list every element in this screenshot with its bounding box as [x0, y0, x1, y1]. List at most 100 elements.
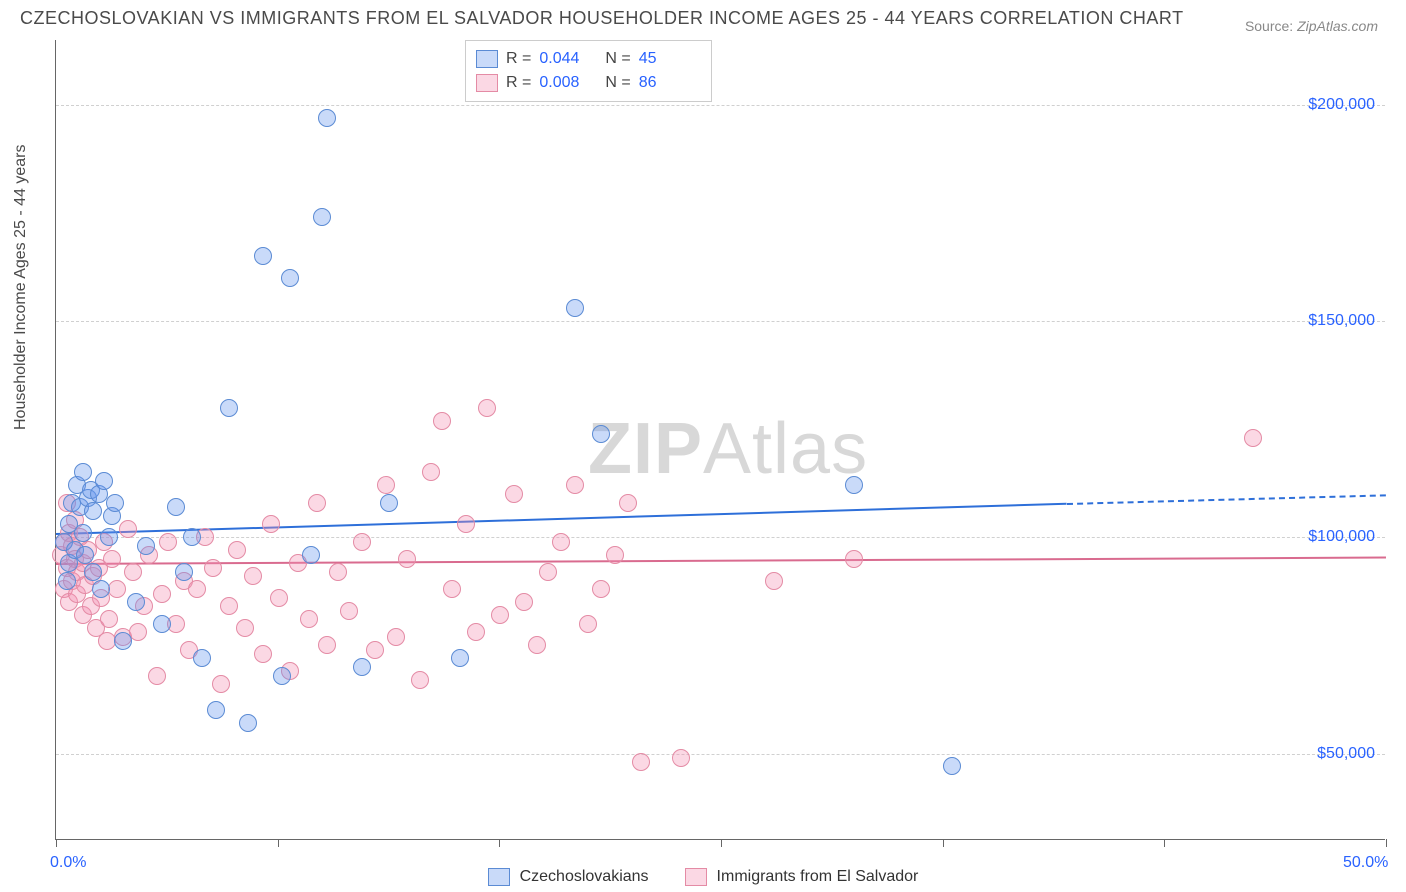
data-point [302, 546, 320, 564]
watermark-bold: ZIP [588, 409, 703, 489]
gridline-h [56, 321, 1385, 322]
data-point [220, 597, 238, 615]
data-point [137, 537, 155, 555]
data-point [619, 494, 637, 512]
data-point [74, 524, 92, 542]
gridline-h [56, 105, 1385, 106]
swatch-pink [476, 74, 498, 92]
legend-label-0: Czechoslovakians [520, 868, 649, 886]
x-tick [943, 839, 944, 847]
data-point [353, 533, 371, 551]
y-axis-title: Householder Income Ages 25 - 44 years [12, 145, 30, 431]
data-point [329, 563, 347, 581]
data-point [318, 109, 336, 127]
data-point [58, 572, 76, 590]
data-point [632, 753, 650, 771]
watermark: ZIPAtlas [588, 408, 868, 490]
data-point [318, 636, 336, 654]
x-axis-min-label: 0.0% [50, 854, 86, 872]
data-point [254, 247, 272, 265]
data-point [204, 559, 222, 577]
data-point [451, 649, 469, 667]
data-point [281, 269, 299, 287]
data-point [579, 615, 597, 633]
data-point [76, 546, 94, 564]
data-point [387, 628, 405, 646]
data-point [228, 541, 246, 559]
data-point [592, 580, 610, 598]
legend-series: Czechoslovakians Immigrants from El Salv… [0, 868, 1406, 886]
data-point [159, 533, 177, 551]
data-point [236, 619, 254, 637]
data-point [1244, 429, 1262, 447]
data-point [270, 589, 288, 607]
data-point [515, 593, 533, 611]
data-point [262, 515, 280, 533]
data-point [273, 667, 291, 685]
data-point [845, 476, 863, 494]
data-point [411, 671, 429, 689]
legend-stats-row-0: R = 0.044 N = 45 [476, 47, 697, 71]
data-point [124, 563, 142, 581]
legend-label-1: Immigrants from El Salvador [717, 868, 919, 886]
y-tick-label: $100,000 [1308, 528, 1375, 546]
x-axis-max-label: 50.0% [1343, 854, 1388, 872]
data-point [212, 675, 230, 693]
n-value-0: 45 [639, 50, 697, 68]
data-point [505, 485, 523, 503]
x-tick [721, 839, 722, 847]
data-point [672, 749, 690, 767]
data-point [74, 463, 92, 481]
data-point [167, 498, 185, 516]
data-point [95, 472, 113, 490]
data-point [239, 714, 257, 732]
data-point [366, 641, 384, 659]
data-point [153, 615, 171, 633]
r-value-1: 0.008 [539, 74, 597, 92]
trend-line [56, 557, 1386, 565]
data-point [108, 580, 126, 598]
data-point [353, 658, 371, 676]
data-point [765, 572, 783, 590]
x-tick [1386, 839, 1387, 847]
data-point [443, 580, 461, 598]
data-point [153, 585, 171, 603]
x-tick [278, 839, 279, 847]
data-point [552, 533, 570, 551]
plot-area: ZIPAtlas $50,000$100,000$150,000$200,000 [55, 40, 1385, 840]
n-value-1: 86 [639, 74, 697, 92]
data-point [100, 610, 118, 628]
data-point [183, 528, 201, 546]
x-tick [1164, 839, 1165, 847]
data-point [491, 606, 509, 624]
data-point [313, 208, 331, 226]
x-tick [499, 839, 500, 847]
swatch-pink [685, 868, 707, 886]
gridline-h [56, 754, 1385, 755]
data-point [127, 593, 145, 611]
data-point [148, 667, 166, 685]
r-value-0: 0.044 [539, 50, 597, 68]
data-point [207, 701, 225, 719]
data-point [129, 623, 147, 641]
data-point [175, 563, 193, 581]
swatch-blue [488, 868, 510, 886]
y-tick-label: $200,000 [1308, 96, 1375, 114]
data-point [398, 550, 416, 568]
data-point [478, 399, 496, 417]
legend-stats: R = 0.044 N = 45 R = 0.008 N = 86 [465, 40, 712, 102]
legend-stats-row-1: R = 0.008 N = 86 [476, 71, 697, 95]
data-point [114, 632, 132, 650]
data-point [119, 520, 137, 538]
n-label: N = [605, 50, 630, 68]
data-point [845, 550, 863, 568]
source-value: ZipAtlas.com [1297, 18, 1378, 34]
data-point [606, 546, 624, 564]
data-point [340, 602, 358, 620]
data-point [84, 502, 102, 520]
r-label: R = [506, 50, 531, 68]
y-tick-label: $50,000 [1317, 745, 1375, 763]
legend-item-0: Czechoslovakians [488, 868, 649, 886]
data-point [528, 636, 546, 654]
data-point [244, 567, 262, 585]
